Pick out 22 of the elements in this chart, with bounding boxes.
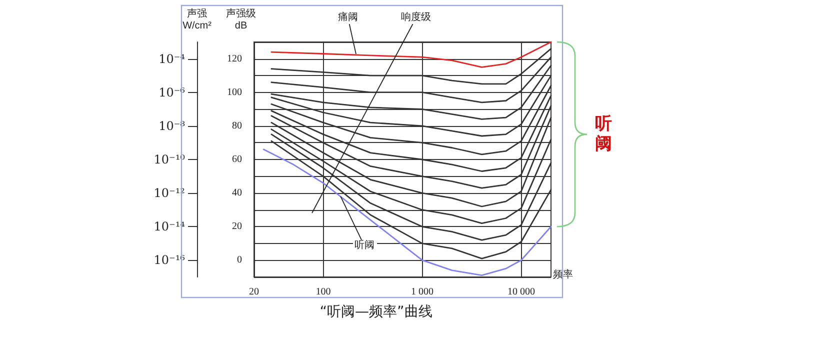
x-axis-title: 频率 bbox=[553, 268, 573, 281]
y2-axis-title: 声强 W/cm² bbox=[182, 8, 212, 32]
text: 响度级 bbox=[399, 12, 433, 24]
y-tick-label: 120 bbox=[227, 53, 242, 64]
y-tick-label: 20 bbox=[232, 221, 242, 232]
text: “听阈—频率”曲线 bbox=[320, 304, 432, 320]
x-tick-label: 10 000 bbox=[507, 286, 535, 298]
y-tick-label: 40 bbox=[232, 188, 242, 199]
text: 10⁻¹² bbox=[154, 186, 186, 200]
text: 听阈 bbox=[595, 114, 612, 154]
y-tick-label: 0 bbox=[237, 254, 242, 266]
text: 痛阈 bbox=[336, 12, 360, 24]
annotation: 听阈 bbox=[352, 240, 377, 252]
x-tick-label: 20 bbox=[249, 286, 259, 298]
x-tick-label: 1 000 bbox=[410, 286, 434, 298]
y-tick-label: 80 bbox=[232, 120, 242, 132]
y-tick-label: 100 bbox=[227, 86, 242, 98]
text: 10⁻⁴ bbox=[158, 52, 186, 66]
text: 10⁻¹⁴ bbox=[154, 220, 186, 234]
y-axis-title: 声强级 dB bbox=[226, 8, 256, 32]
x-tick-label: 100 bbox=[316, 286, 331, 298]
y-tick-label: 60 bbox=[232, 154, 242, 165]
